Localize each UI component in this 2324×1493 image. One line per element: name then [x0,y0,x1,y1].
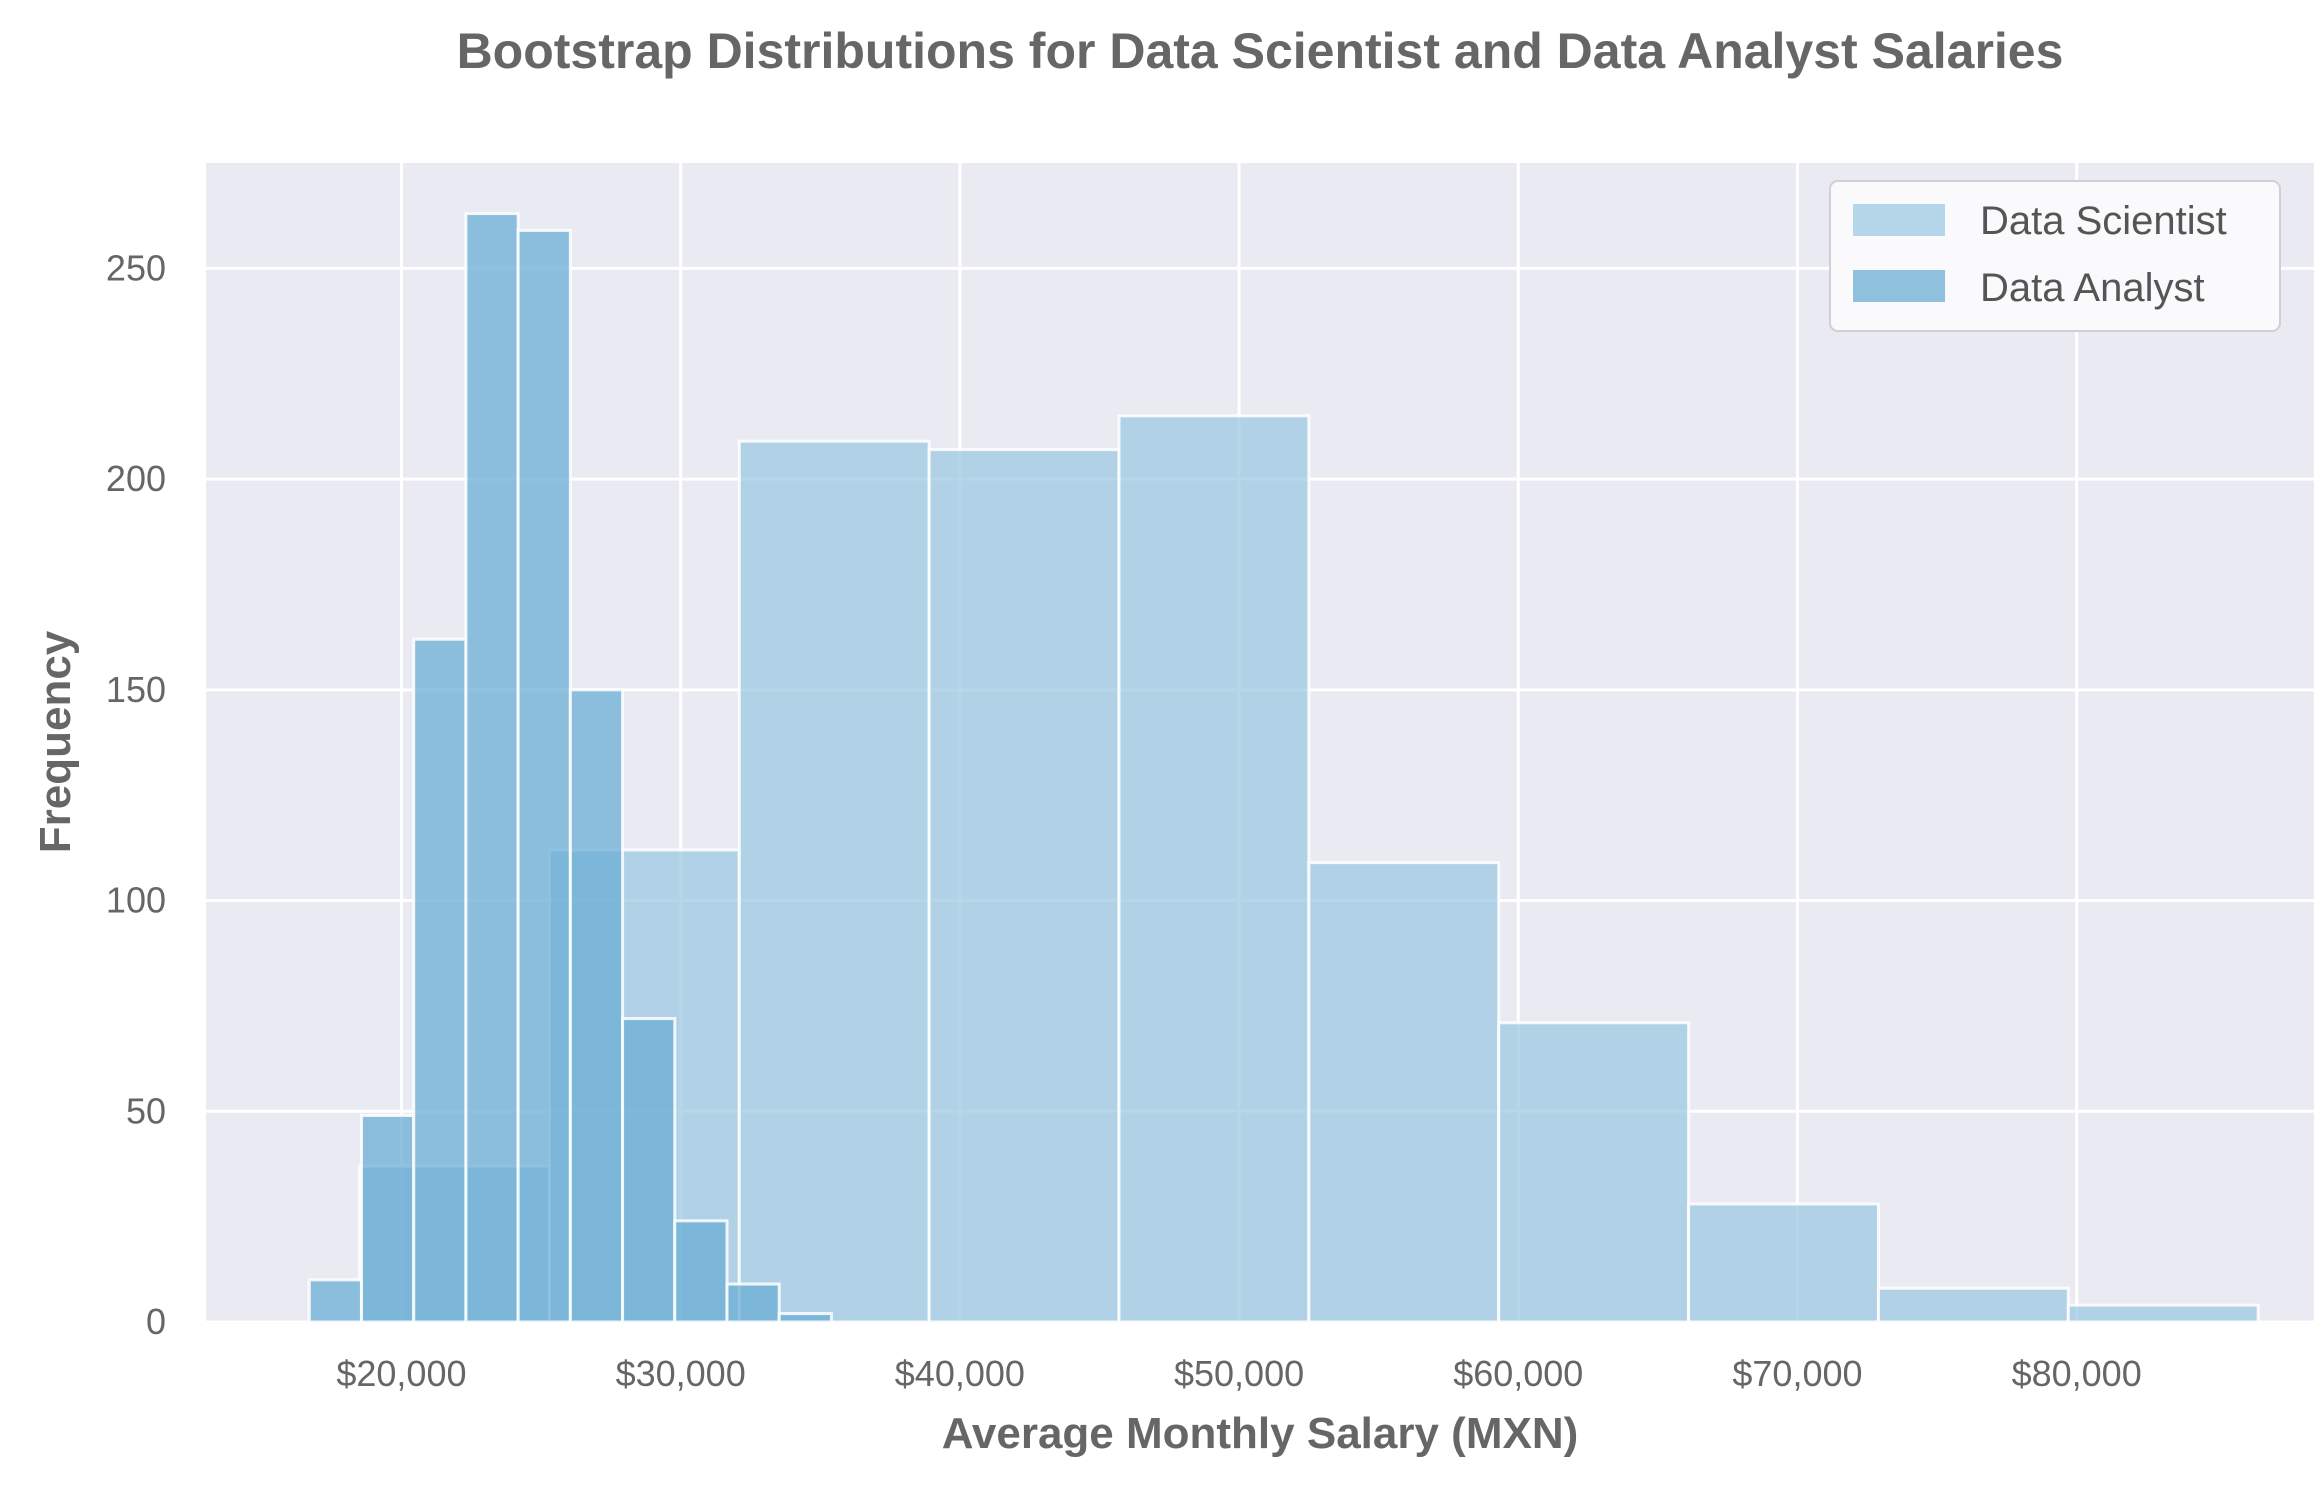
data-analyst-bar-6 [621,1017,677,1324]
data-analyst-bars [307,212,833,1324]
y-tick-label-1: 50 [126,1090,166,1131]
data-scientist-bar-9 [2066,1303,2260,1324]
data-analyst-bar-1 [360,1113,416,1324]
x-tick-label-1: $30,000 [616,1353,746,1394]
data-analyst-bar-3 [464,212,520,1324]
data-analyst-bar-0 [307,1278,364,1324]
data-scientist-bar-8 [1876,1286,2070,1324]
chart-title: Bootstrap Distributions for Data Scienti… [457,23,2064,79]
x-tick-label-6: $80,000 [2012,1353,2142,1394]
data-analyst-bar-2 [412,637,468,1324]
data-analyst-bar-8 [725,1282,781,1324]
data-scientist-bar-5 [1307,861,1501,1324]
x-axis-label: Average Monthly Salary (MXN) [942,1409,1579,1458]
data-scientist-bar-7 [1687,1202,1880,1324]
x-tick-label-2: $40,000 [895,1353,1025,1394]
data-scientist-bar-4 [1117,414,1311,1324]
data-analyst-bar-5 [568,688,625,1324]
x-tick-label-3: $50,000 [1174,1353,1304,1394]
x-tick-labels: $20,000 $30,000 $40,000 $50,000 $60,000 $70,0… [336,1353,2141,1394]
x-tick-label-5: $70,000 [1732,1353,1862,1394]
y-tick-label-3: 150 [106,669,166,710]
legend-swatch-data-scientist [1853,204,1945,236]
y-tick-label-0: 0 [146,1301,166,1342]
data-analyst-bar-7 [673,1219,729,1324]
legend-label-data-scientist: Data Scientist [1980,199,2227,243]
legend-swatch-data-analyst [1853,270,1945,302]
y-tick-labels: 0 50 100 150 200 250 [106,247,166,1342]
data-scientist-bar-6 [1497,1021,1691,1324]
y-tick-label-2: 100 [106,880,166,921]
y-tick-label-5: 250 [106,247,166,288]
legend: Data Scientist Data Analyst [1829,180,2281,332]
data-analyst-bar-9 [777,1312,833,1324]
x-tick-label-4: $60,000 [1453,1353,1583,1394]
data-scientist-bar-3 [927,448,1121,1324]
legend-label-data-analyst: Data Analyst [1980,266,2205,310]
data-analyst-bar-4 [516,228,572,1324]
x-tick-label-0: $20,000 [336,1353,466,1394]
data-scientist-bar-2 [737,439,931,1324]
y-tick-label-4: 200 [106,458,166,499]
y-axis-label: Frequency [31,630,80,853]
